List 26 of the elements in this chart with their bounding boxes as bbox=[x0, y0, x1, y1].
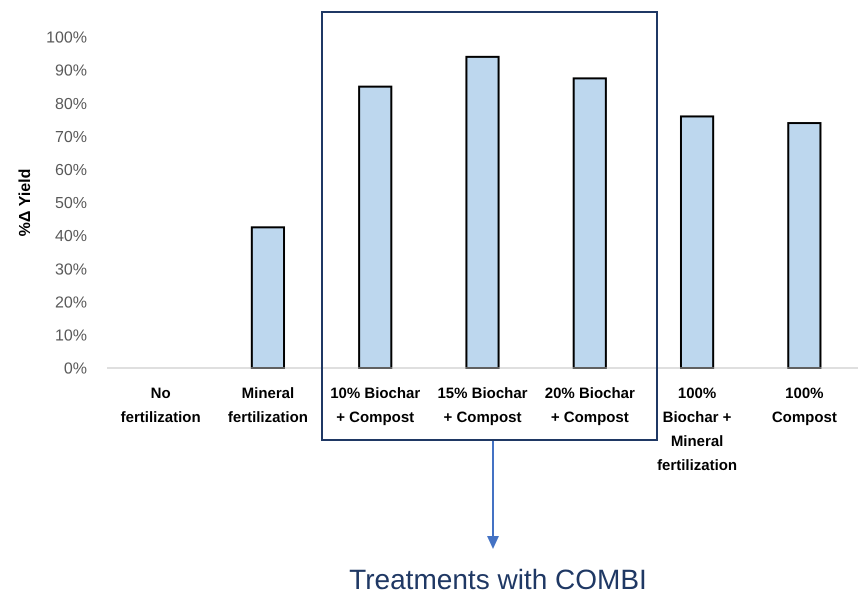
x-tick-label: No fertilization bbox=[120, 385, 201, 426]
bar bbox=[787, 122, 822, 369]
x-tick-label: 100% Compost bbox=[772, 385, 837, 426]
x-tick-label: 10% Biochar + Compost bbox=[330, 385, 420, 426]
y-tick-label: 40% bbox=[54, 228, 87, 246]
y-tick-label: 50% bbox=[54, 195, 87, 212]
bar bbox=[572, 77, 607, 369]
y-tick-label: 10% bbox=[54, 328, 87, 344]
y-axis-title: %Δ Yield bbox=[17, 168, 34, 236]
text: Treatments with COMBI bbox=[349, 564, 647, 595]
y-tick-label: 80% bbox=[54, 96, 87, 113]
y-tick-label: 100% bbox=[46, 30, 87, 47]
x-tick-label: Mineral fertilization bbox=[228, 385, 308, 426]
y-tick-label: 70% bbox=[54, 128, 87, 146]
x-tick-label: 20% Biochar + Compost bbox=[544, 385, 635, 426]
y-tick-label: 90% bbox=[54, 62, 87, 80]
y-tick-label: 0% bbox=[64, 360, 87, 378]
bar bbox=[250, 226, 286, 369]
x-tick-label: 100% Biochar + Mineral fertilization bbox=[657, 385, 738, 474]
y-tick-label: 20% bbox=[54, 294, 87, 312]
y-tick-label: 30% bbox=[54, 261, 87, 278]
bar bbox=[465, 56, 500, 369]
bar bbox=[680, 115, 714, 369]
bar bbox=[358, 86, 392, 369]
x-tick-label: 15% Biochar + Compost bbox=[437, 385, 528, 426]
y-tick-label: 60% bbox=[54, 162, 87, 179]
